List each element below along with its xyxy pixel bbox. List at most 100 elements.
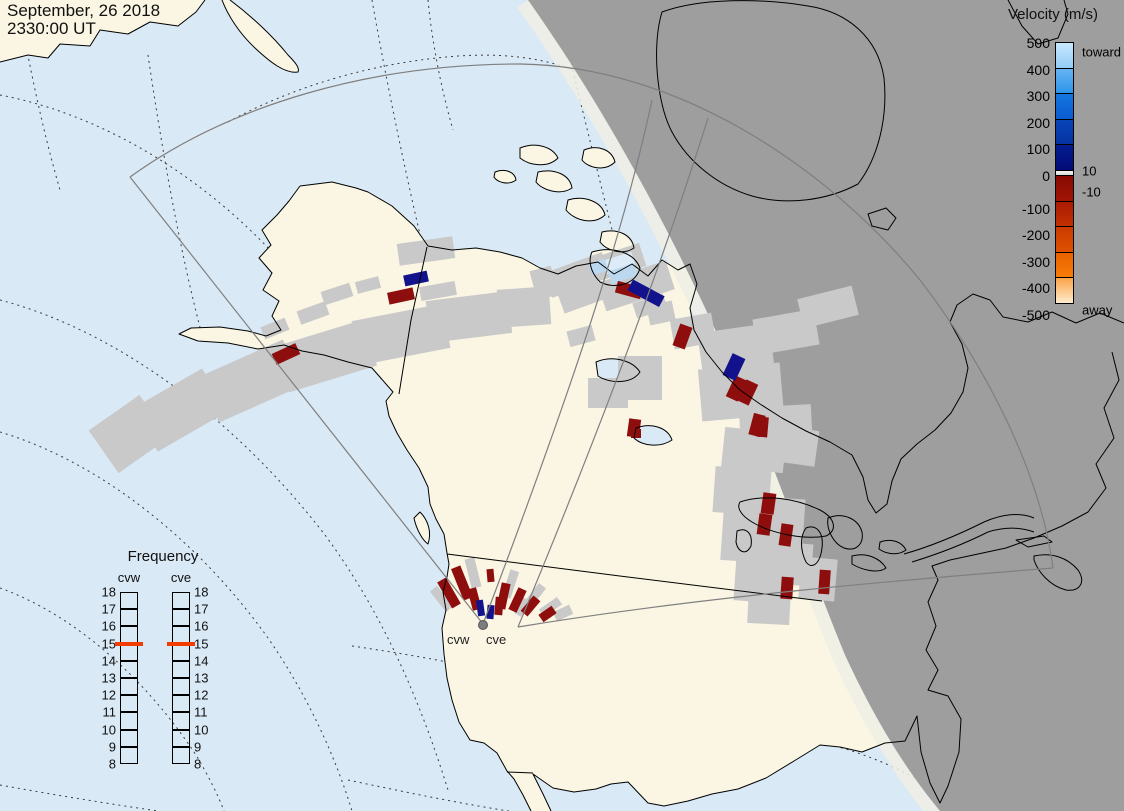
us-canada-border [446,553,823,602]
echo-cell [818,569,831,595]
velocity-color-segment [1055,67,1074,95]
map-label-cvw: cvw [447,632,470,647]
velocity-side-label: -10 [1082,184,1101,200]
echo-cell [494,596,504,616]
radar-site-dot [478,620,488,630]
velocity-tick-label: 100 [1026,141,1050,158]
echo-cells-paleblue [602,251,636,275]
frequency-box [172,695,190,713]
frequency-tick-label: 18 [101,584,116,600]
echo-cell [520,595,541,617]
echo-cell [736,379,759,406]
frequency-column-header-cve: cve [170,570,192,585]
echo-cell [631,429,641,438]
velocity-color-segment [1055,174,1074,202]
echo-cell [351,303,451,366]
frequency-tick-label: 11 [102,704,117,720]
frequency-tick-label: 8 [194,756,202,772]
frequency-marker-cvw [115,641,143,646]
echo-cell [646,300,676,326]
frequency-tick-label: 11 [194,704,208,720]
echo-cell [296,301,330,325]
frequency-tick-label: 16 [101,618,116,634]
frequency-box [172,678,190,696]
velocity-tick-label: -300 [1021,253,1050,270]
echo-cell [602,251,636,275]
radar-fov-outlines [129,63,1054,628]
frequency-tick-label: 9 [108,739,116,755]
frequency-tick-label: 17 [101,601,116,617]
echo-cell [450,565,474,601]
velocity-color-segment [1055,42,1074,69]
fov-west-edge [129,176,484,625]
echo-cell [514,597,530,617]
echo-cell [780,576,794,600]
echo-cell [354,276,382,294]
frequency-box [120,746,138,764]
echo-cell [403,270,429,287]
echo-cell [772,425,820,467]
echo-cell [419,280,457,302]
frequency-scale-cvw [120,592,138,764]
frequency-tick-label: 10 [194,722,209,738]
frequency-box [172,660,190,678]
frequency-tick-label: 8 [108,756,116,772]
map-label-cve: cve [486,632,507,647]
echo-cell [508,587,527,613]
velocity-tick-label: -100 [1021,200,1050,217]
velocity-color-segment [1055,93,1074,120]
frequency-tick-label: 10 [101,722,116,738]
echo-cell [672,323,693,350]
frequency-legend: Frequency cvw cve 18 17 16 15 14 13 12 11 10 9 8 18… [90,548,230,780]
velocity-tick-label: 200 [1026,114,1050,131]
velocity-side-label: toward [1082,44,1122,60]
echo-cell [798,556,838,602]
frequency-tick-label: 13 [194,670,209,686]
frequency-tick-label: 14 [194,653,209,669]
echo-cell [529,265,559,301]
frequency-tick-label: 13 [101,670,116,686]
echo-cell [747,590,791,626]
frequency-box [172,643,190,661]
radar-echo-cells [88,236,859,626]
frequency-box [172,609,190,627]
velocity-color-segment [1055,144,1074,171]
frequency-box [120,695,138,713]
echo-cell [722,353,746,381]
velocity-tick-label: 400 [1026,61,1050,78]
frequency-box [172,729,190,747]
frequency-box [120,729,138,747]
us-mexico-border [506,771,534,774]
echo-cell [552,604,574,622]
echo-cell [429,585,454,613]
echo-cell [467,293,515,315]
velocity-tick-label: 500 [1026,35,1050,51]
echo-cell [725,375,748,402]
frequency-tick-label: 9 [194,739,202,755]
echo-cell [320,282,354,306]
echo-cell [387,287,415,305]
frequency-box [172,712,190,730]
echo-cell [756,416,769,438]
echo-cell [641,287,665,307]
echo-cell [486,568,495,583]
velocity-color-segment [1055,251,1074,279]
echo-cell [557,280,605,314]
velocity-color-segment [1055,200,1074,228]
fov-outer-arc [129,63,1054,569]
echo-cell [721,426,787,474]
frequency-box [120,660,138,678]
frequency-box [172,592,190,610]
velocity-tick-label: -200 [1021,227,1050,244]
time-label: 2330:00 UT [7,19,96,38]
velocity-tick-label: 300 [1026,88,1050,105]
echo-cell [132,368,228,452]
echo-cell [538,605,557,623]
frequency-box [120,678,138,696]
velocity-tick-label: -500 [1021,307,1050,323]
night-region [528,0,1124,811]
fov-inner-edge-east [517,117,709,628]
alaska-yukon-border [398,246,428,395]
